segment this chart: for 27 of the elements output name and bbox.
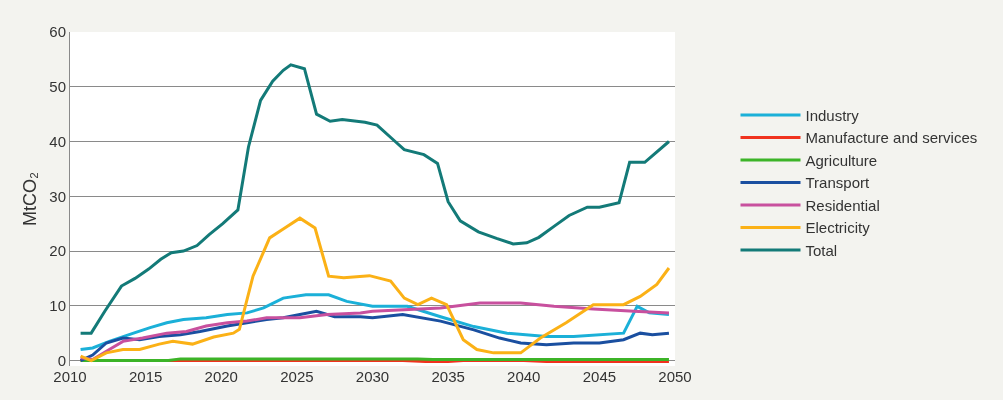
legend-label: Agriculture bbox=[805, 151, 878, 169]
y-tick-label: 60 bbox=[49, 23, 66, 41]
legend-label: Manufacture and services bbox=[805, 129, 978, 147]
line-series bbox=[79, 301, 671, 361]
legend-label: Electricity bbox=[805, 219, 871, 237]
y-axis-title: MtCO₂ bbox=[19, 172, 40, 226]
y-tick-label: 10 bbox=[49, 297, 66, 315]
legend-label: Transport bbox=[805, 174, 870, 192]
y-tick-label: 50 bbox=[49, 78, 66, 95]
y-tick-label: 30 bbox=[49, 187, 66, 205]
x-tick-label: 2045 bbox=[582, 368, 617, 385]
legend-label: Total bbox=[805, 241, 838, 259]
x-tick-label: 2015 bbox=[128, 368, 163, 385]
y-tick-label: 20 bbox=[49, 242, 66, 260]
line-series bbox=[79, 63, 671, 335]
y-tick-label: 40 bbox=[49, 132, 66, 150]
x-tick-label: 2050 bbox=[658, 368, 692, 385]
x-tick-label: 2020 bbox=[204, 368, 238, 385]
x-tick-label: 2030 bbox=[355, 368, 390, 385]
line-series bbox=[79, 216, 671, 363]
x-tick-label: 2010 bbox=[53, 368, 87, 385]
x-tick-label: 2040 bbox=[507, 368, 541, 385]
legend-label: Industry bbox=[805, 106, 860, 124]
y-tick-label: 0 bbox=[57, 351, 66, 369]
x-tick-label: 2025 bbox=[280, 368, 314, 385]
x-tick-label: 2035 bbox=[431, 368, 465, 385]
legend-label: Residential bbox=[805, 196, 880, 214]
